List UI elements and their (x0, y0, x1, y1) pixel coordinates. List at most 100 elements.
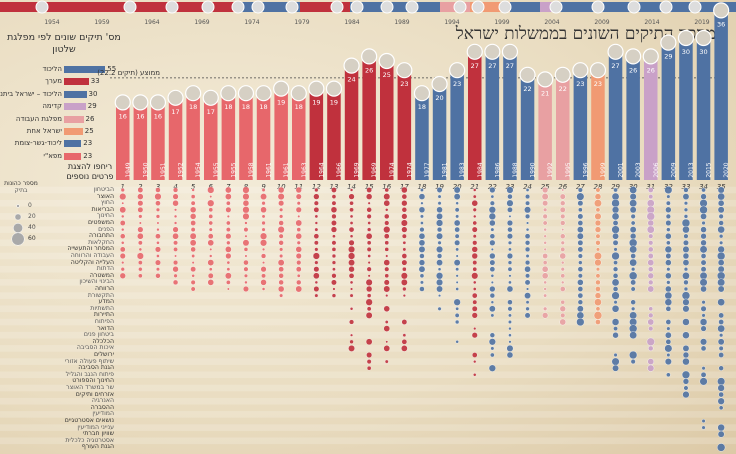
size-legend-circle (14, 213, 22, 221)
matrix-dot (665, 331, 672, 339)
bar (503, 55, 517, 180)
matrix-dot (226, 260, 231, 265)
bar-year-label: 1974 (406, 162, 413, 177)
matrix-dot (666, 194, 671, 199)
bar (256, 97, 271, 180)
matrix-dot (700, 338, 708, 346)
matrix-dot (543, 287, 547, 291)
minister-portrait (325, 80, 343, 97)
matrix-dot (613, 247, 618, 252)
ministry-label: נושאים אסטרטגיים (64, 417, 114, 424)
matrix-dot (717, 377, 726, 386)
bar (380, 65, 394, 180)
bar (327, 92, 341, 180)
matrix-dot (366, 213, 372, 219)
matrix-dot (648, 306, 654, 312)
matrix-dot (401, 233, 407, 239)
matrix-dot (490, 274, 495, 278)
matrix-dot (612, 332, 619, 339)
matrix-dot (561, 228, 565, 232)
matrix-dot (155, 267, 160, 272)
bar-year-label: 1995 (565, 162, 572, 177)
matrix-dot (682, 225, 690, 234)
matrix-dot (295, 232, 302, 240)
matrix-dot (700, 213, 707, 220)
matrix-dot (524, 265, 531, 273)
matrix-dot (594, 259, 602, 267)
matrix-dot (121, 241, 125, 245)
matrix-dot (349, 214, 354, 219)
government-number-label: 1 (121, 183, 125, 191)
matrix-dot (331, 260, 337, 265)
matrix-row-stripe (0, 397, 736, 405)
matrix-dot (646, 337, 655, 346)
matrix-dot (508, 340, 512, 344)
matrix-dot (262, 261, 266, 265)
matrix-dot (261, 188, 266, 192)
matrix-dot (665, 220, 672, 226)
matrix-dot (682, 331, 690, 339)
minister-portrait (501, 43, 519, 60)
timeline-year-label: 2009 (594, 19, 609, 26)
ministry-label: הפנים (38, 226, 114, 233)
matrix-dot (526, 221, 530, 225)
bar (468, 55, 482, 180)
matrix-dot (349, 307, 354, 311)
matrix-dot (437, 194, 442, 199)
government-number-label: 29 (611, 183, 620, 191)
matrix-dot (418, 206, 426, 214)
matrix-dot (700, 239, 707, 246)
ministry-label: שיתוף פעולה אזורי (38, 358, 114, 365)
matrix-dot (244, 254, 248, 258)
matrix-dot (701, 300, 706, 305)
matrix-dot (208, 207, 214, 213)
ministry-label: איכות הסביבה (38, 344, 114, 351)
minister-portrait (273, 80, 290, 97)
matrix-dot (261, 273, 266, 279)
matrix-dot (279, 214, 284, 219)
matrix-dot (576, 311, 585, 320)
matrix-dot (542, 253, 549, 259)
ministry-label: העלייה והקליטה (70, 258, 114, 266)
ministry-label: התשתיות (38, 305, 114, 312)
party-legend-label: מפלגת העבודה (15, 114, 62, 123)
matrix-dot (259, 232, 268, 240)
matrix-dot (717, 192, 725, 201)
matrix-dot (385, 208, 389, 212)
ministry-label: ירושלים (94, 351, 114, 358)
matrix-dot (137, 232, 144, 240)
matrix-dot (295, 186, 302, 194)
matrix-dot (541, 193, 549, 201)
matrix-dot (577, 187, 583, 193)
matrix-dot (612, 273, 619, 279)
matrix-dot (383, 233, 390, 240)
matrix-dot (595, 306, 601, 312)
bar-year-label: 2003 (635, 162, 642, 177)
matrix-dot (664, 245, 672, 254)
matrix-dot (243, 247, 249, 252)
matrix-row-stripe (0, 371, 736, 379)
minister-portrait (589, 62, 607, 79)
matrix-dot (190, 279, 196, 285)
matrix-dot (138, 221, 142, 225)
bar (309, 92, 324, 180)
matrix-dot (665, 306, 672, 312)
matrix-dot (595, 273, 601, 279)
matrix-dot (647, 318, 655, 326)
matrix-dot (384, 247, 389, 252)
matrix-dot (700, 371, 707, 378)
ministry-label: האוצר (96, 192, 114, 200)
matrix-dot (454, 239, 461, 246)
matrix-dot (348, 319, 355, 325)
timeline-portrait (591, 0, 605, 14)
ministry-label: אזרחים ותיקים (75, 390, 114, 398)
matrix-dot (383, 305, 390, 313)
matrix-dot (314, 247, 319, 252)
minister-portrait (308, 80, 325, 97)
matrix-dot (559, 305, 566, 312)
matrix-dot (490, 346, 495, 351)
matrix-dot (366, 352, 373, 358)
bar-year-label: 1974 (389, 162, 396, 177)
party-legend-label: מערך (45, 77, 62, 86)
matrix-dot (453, 298, 461, 306)
